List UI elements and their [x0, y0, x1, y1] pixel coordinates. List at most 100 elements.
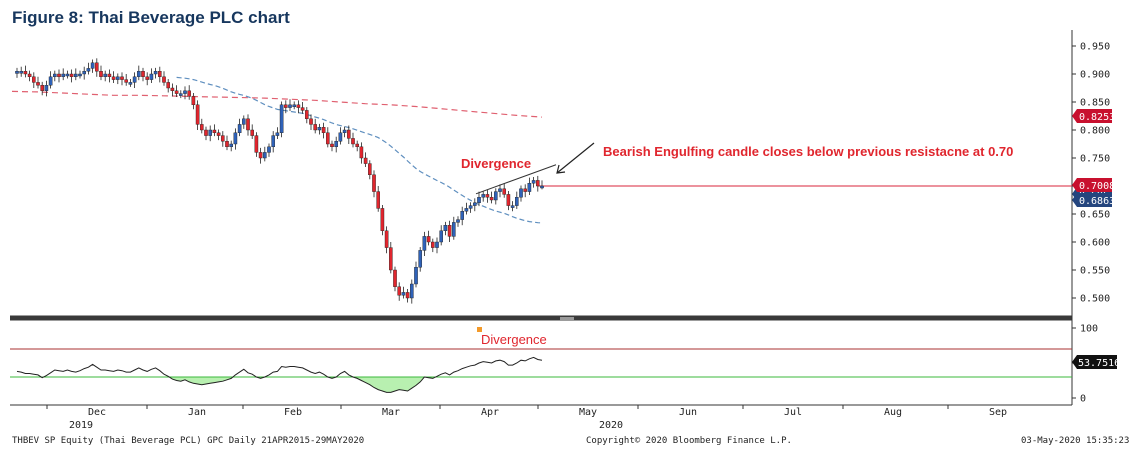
- candle: [275, 127, 280, 139]
- candle-body: [439, 230, 444, 243]
- candle: [23, 65, 28, 78]
- candle-body: [48, 76, 53, 86]
- month-label: May: [579, 407, 597, 418]
- candle-body: [502, 188, 507, 195]
- candle-body: [506, 194, 511, 206]
- candle: [477, 191, 481, 207]
- candle: [128, 79, 133, 87]
- candle-body: [128, 82, 133, 85]
- candle-body: [183, 90, 187, 94]
- candle: [384, 226, 389, 254]
- candle: [136, 65, 141, 81]
- rsi-divergence-label: Divergence: [481, 332, 547, 347]
- price-tick-label: 0.750: [1080, 154, 1110, 165]
- candle-body: [309, 118, 313, 125]
- candle: [250, 124, 255, 139]
- candle-body: [389, 247, 393, 271]
- candle-body: [53, 73, 57, 77]
- candle-body: [233, 132, 238, 145]
- candle: [246, 114, 250, 136]
- candle: [515, 191, 519, 209]
- footer-timestamp: 03-May-2020 15:35:23: [1021, 436, 1130, 446]
- candle-body: [23, 70, 28, 75]
- candle-body: [460, 210, 465, 220]
- price-tick-label: 0.850: [1080, 98, 1110, 109]
- candle: [191, 93, 196, 110]
- candle: [166, 79, 171, 93]
- candle: [178, 90, 183, 99]
- candle-body: [342, 129, 347, 133]
- candle: [494, 188, 498, 205]
- year-label: 2019: [69, 420, 93, 431]
- candle-body: [313, 124, 318, 131]
- divergence-label: Divergence: [461, 156, 531, 171]
- candle: [107, 69, 112, 83]
- divergence-trendline: [475, 164, 557, 195]
- footer-security-info: THBEV SP Equity (Thai Beverage PCL) GPC …: [12, 436, 365, 446]
- candle-body: [90, 62, 95, 69]
- candle: [317, 123, 322, 135]
- candle: [359, 142, 364, 164]
- price-tag: 0.8253: [1072, 109, 1115, 123]
- candle-body: [326, 132, 330, 145]
- candle-body: [73, 73, 78, 77]
- candle-body: [199, 124, 204, 131]
- candle-body: [111, 76, 116, 80]
- candle: [208, 125, 213, 142]
- candle-body: [485, 194, 490, 198]
- candle-body: [380, 208, 385, 231]
- candle: [229, 140, 234, 152]
- candle: [36, 76, 40, 89]
- candle: [212, 124, 217, 137]
- candle: [418, 247, 423, 272]
- candle: [489, 191, 494, 204]
- candle-body: [61, 73, 65, 77]
- candle: [115, 73, 120, 85]
- candle-body: [27, 73, 32, 77]
- candle-body: [468, 205, 473, 209]
- price-tick-label: 0.950: [1080, 42, 1110, 53]
- candle-body: [296, 104, 301, 108]
- candle-body: [267, 146, 271, 153]
- candle-body: [174, 90, 179, 94]
- candle-body: [435, 241, 439, 248]
- candle: [267, 143, 271, 157]
- candle-body: [447, 224, 452, 237]
- candle-body: [36, 82, 40, 86]
- price-tag-shape: [1072, 193, 1112, 207]
- candle: [405, 289, 410, 303]
- candle: [157, 66, 162, 83]
- price-tag-shape: [1072, 178, 1112, 192]
- candle-body: [393, 269, 397, 287]
- candle-body: [422, 236, 427, 251]
- candle-body: [384, 230, 389, 248]
- panel-resize-handle[interactable]: [560, 317, 574, 320]
- candle: [69, 69, 74, 83]
- candle: [199, 118, 204, 134]
- candle: [15, 67, 19, 78]
- candle-body: [124, 79, 128, 83]
- candle-body: [355, 143, 360, 147]
- candle: [393, 266, 397, 292]
- candle: [187, 85, 192, 100]
- candle: [431, 238, 435, 253]
- candle: [380, 205, 385, 236]
- candle-body: [405, 292, 410, 299]
- candle: [523, 184, 527, 198]
- candle: [279, 101, 284, 138]
- candle: [258, 147, 263, 164]
- candle: [485, 189, 490, 203]
- candle-body: [32, 76, 36, 83]
- candle-body: [317, 126, 322, 131]
- candle: [40, 81, 44, 96]
- annotation-arrow: [556, 142, 595, 174]
- candle-body: [330, 143, 334, 147]
- price-tag-value: 0.8253: [1079, 112, 1115, 123]
- candle: [351, 132, 355, 148]
- candle-body: [178, 93, 183, 96]
- candle: [141, 67, 145, 82]
- month-label: Sep: [989, 407, 1007, 418]
- candle-body: [19, 70, 24, 74]
- candle-body: [540, 185, 544, 189]
